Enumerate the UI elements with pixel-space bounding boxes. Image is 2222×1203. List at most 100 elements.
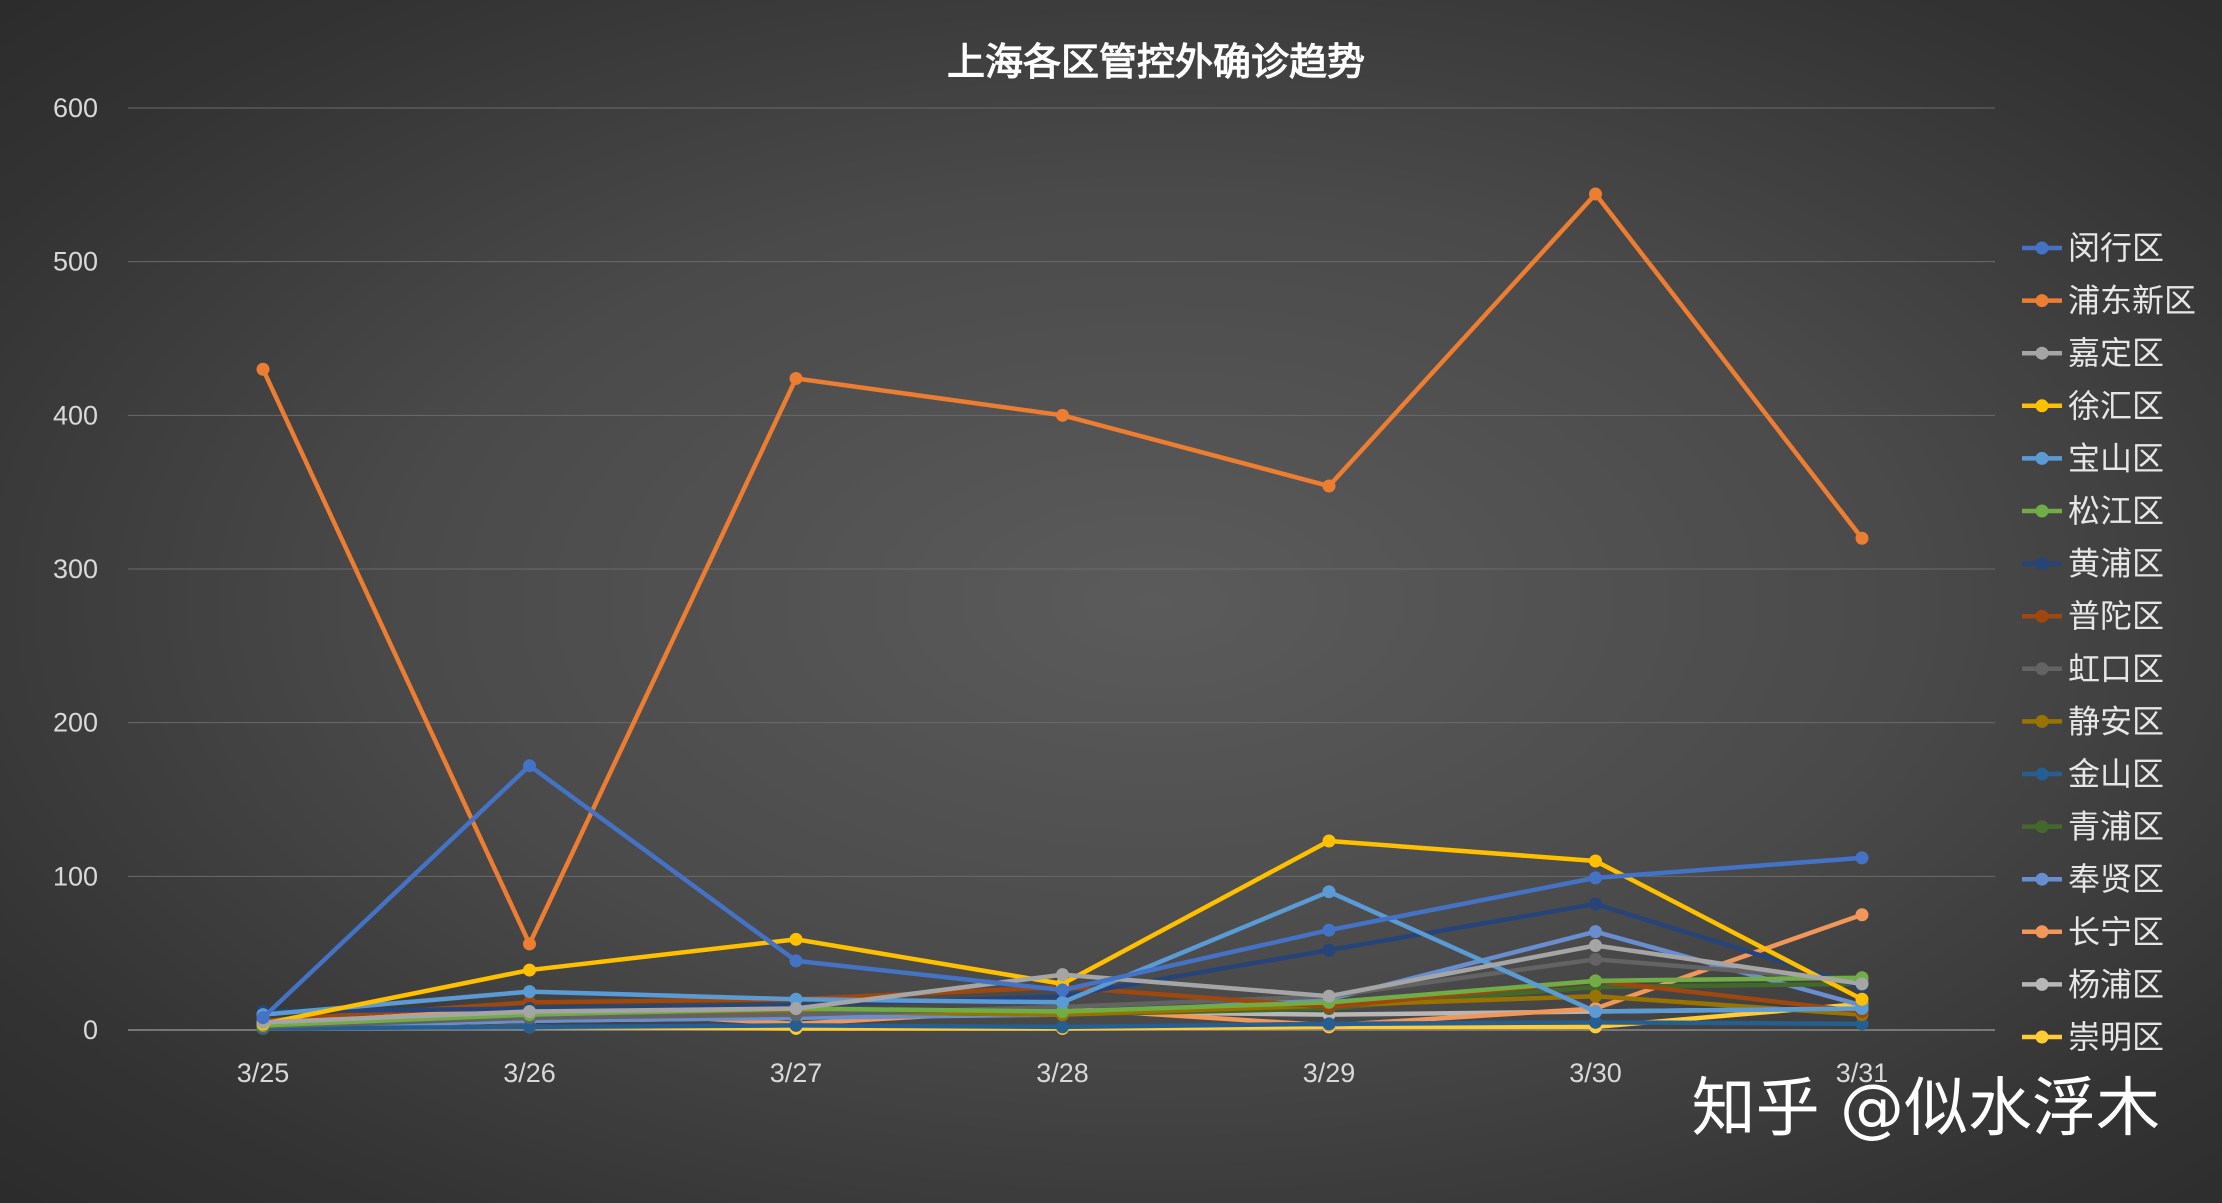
legend: 闵行区浦东新区嘉定区徐汇区宝山区松江区黄浦区普陀区虹口区静安区金山区青浦区奉贤区… [2022,229,2196,1056]
data-point [1056,968,1069,982]
data-point [789,932,803,946]
data-point [1056,1020,1069,1034]
legend-item: 宝山区 [2022,439,2164,477]
data-point [1322,479,1336,493]
y-tick-label: 200 [53,708,98,738]
data-point [1855,851,1869,865]
legend-item: 浦东新区 [2022,282,2196,320]
legend-swatch-marker [2035,714,2049,728]
legend-swatch-marker [2035,820,2049,834]
y-tick-label: 600 [53,93,98,123]
data-point [1322,834,1336,848]
data-point [789,1018,803,1032]
legend-label: 嘉定区 [2068,334,2164,372]
data-point [523,937,536,951]
legend-item: 杨浦区 [2022,965,2164,1003]
legend-swatch-marker [2035,451,2049,465]
legend-label: 金山区 [2068,755,2164,793]
y-axis-ticks: 0 100 200 300 400 500 600 [53,93,98,1045]
data-point [1056,995,1069,1009]
legend-item: 虹口区 [2022,650,2164,688]
legend-swatch-marker [2035,977,2049,991]
data-point [256,362,270,376]
y-tick-label: 500 [53,247,98,277]
data-point [1322,885,1336,899]
legend-label: 崇明区 [2068,1018,2164,1056]
legend-item: 松江区 [2022,492,2164,530]
legend-swatch-marker [2035,1030,2049,1044]
legend-swatch-marker [2035,557,2049,571]
legend-item: 普陀区 [2022,597,2164,635]
data-point [1589,938,1602,952]
legend-swatch-marker [2035,294,2049,308]
data-point [1589,854,1602,868]
data-point [1589,1005,1602,1019]
legend-swatch-marker [2035,399,2049,413]
data-point [1589,989,1602,1003]
legend-item: 崇明区 [2022,1018,2164,1056]
legend-item: 黄浦区 [2022,545,2164,583]
legend-label: 徐汇区 [2068,387,2164,425]
data-point [523,1020,536,1034]
data-point [789,1001,803,1015]
data-point [1589,187,1602,201]
chart-title: 上海各区管控外确诊趋势 [947,40,1365,84]
legend-label: 长宁区 [2068,913,2164,951]
x-axis-ticks: 3/25 3/26 3/27 3/28 3/29 3/30 3/31 [237,1058,1889,1088]
legend-item: 嘉定区 [2022,334,2164,372]
legend-label: 普陀区 [2068,597,2164,635]
x-tick-label: 3/25 [237,1058,290,1088]
legend-swatch-marker [2035,346,2049,360]
data-point [523,1005,536,1019]
x-tick-label: 3/26 [503,1058,556,1088]
legend-swatch-marker [2035,662,2049,676]
x-tick-label: 3/31 [1836,1058,1889,1088]
legend-swatch-marker [2035,925,2049,939]
legend-label: 黄浦区 [2068,545,2164,583]
data-point [1322,989,1336,1003]
data-point [523,963,536,977]
legend-label: 虹口区 [2068,650,2164,688]
data-point [1056,983,1069,997]
data-point [789,954,803,968]
y-tick-label: 100 [53,861,98,891]
data-point [523,759,536,773]
series-0 [256,759,1869,1025]
data-point [1855,531,1869,545]
legend-swatch-marker [2035,767,2049,781]
y-tick-label: 400 [53,400,98,430]
legend-swatch-marker [2035,504,2049,518]
grid-lines [128,107,1995,1031]
y-tick-label: 0 [83,1015,98,1045]
data-point [789,371,803,385]
data-point [1855,977,1869,991]
legend-label: 闵行区 [2068,229,2164,267]
y-tick-label: 300 [53,554,98,584]
data-point [1855,992,1869,1006]
data-point [1855,908,1869,922]
legend-item: 奉贤区 [2022,860,2164,898]
legend-swatch-marker [2035,241,2049,255]
x-tick-label: 3/27 [770,1058,823,1088]
data-point [1855,1001,1869,1015]
legend-item: 金山区 [2022,755,2164,793]
data-point [1322,1017,1336,1031]
legend-label: 松江区 [2068,492,2164,530]
data-point [1589,1015,1602,1029]
series-layer [256,187,1869,1035]
legend-swatch-marker [2035,609,2049,623]
data-point [1056,1005,1069,1019]
legend-swatch-marker [2035,872,2049,886]
data-point [1589,871,1602,885]
legend-item: 闵行区 [2022,229,2164,267]
legend-item: 徐汇区 [2022,387,2164,425]
legend-item: 长宁区 [2022,913,2164,951]
data-point [523,985,536,999]
legend-item: 静安区 [2022,702,2164,740]
watermark-text: 知乎 @似水浮木 [1692,1072,2160,1146]
data-point [1589,974,1602,988]
legend-label: 宝山区 [2068,439,2164,477]
data-point [1589,952,1602,966]
series-4 [256,885,1869,1022]
